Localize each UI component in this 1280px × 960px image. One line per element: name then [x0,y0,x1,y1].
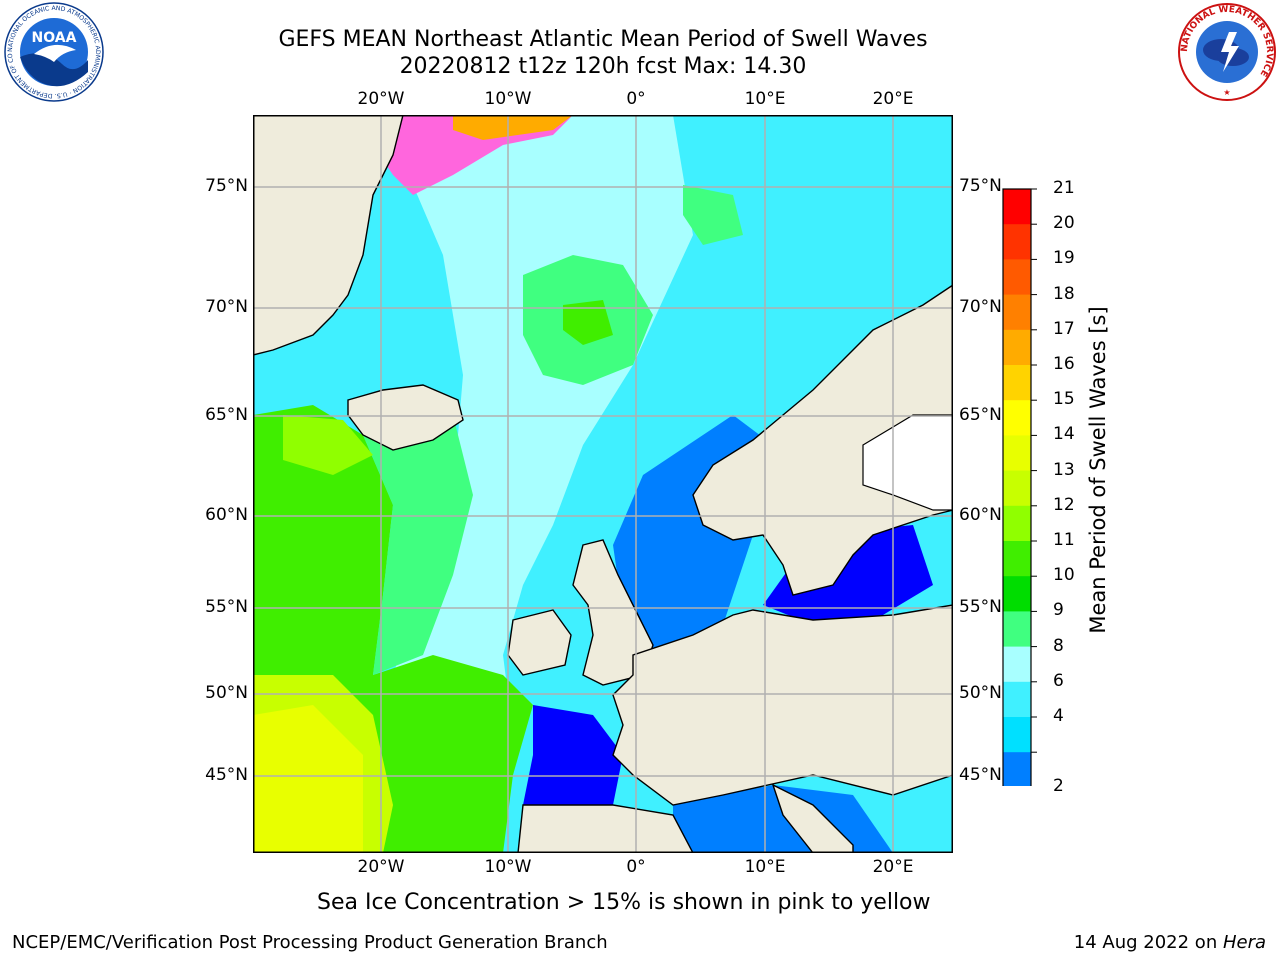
lat-label-right-55n: 55°N [959,597,1002,617]
colorbar [995,186,1055,815]
sea-ice-zone [373,115,573,195]
lon-label-bottom-0: 0° [626,857,646,877]
colorbar-tick-label: 11 [1053,530,1075,550]
lon-label-top-10e: 10°E [744,89,786,109]
colorbar-segment [1003,329,1031,366]
colorbar-segment [1003,435,1031,472]
footer-date: 14 Aug 2022 on Hera [1074,932,1266,953]
colorbar-tick-label: 4 [1053,706,1064,726]
lon-label-bottom-20w: 20°W [357,857,405,877]
sea-ice-zone-high [453,115,573,140]
continental-europe-land [612,604,953,806]
graticule [253,115,953,853]
colorbar-tick-label: 6 [1053,670,1064,691]
iberia-land [517,804,694,853]
lon-label-bottom-10w: 10°W [484,857,532,877]
colorbar-tick-label: 13 [1053,459,1075,480]
chart-subtitle-forecast: 20220812 t12z 120h fcst Max: 14.30 [399,54,807,79]
colorbar-tick-label: 20 [1053,213,1075,234]
iceland-land [347,384,464,451]
colorbar-segment [1003,611,1031,648]
lat-label-right-65n: 65°N [959,405,1002,425]
greenland-land [253,115,404,356]
lat-label-left-55n: 55°N [205,597,248,617]
chart-title: GEFS MEAN Northeast Atlantic Mean Period… [278,27,928,52]
svg-text:★: ★ [1223,88,1230,97]
lat-label-right-60n: 60°N [959,505,1002,525]
colorbar-segment [1003,717,1031,753]
colorbar-segment [1003,294,1031,331]
colorbar-tick-label: 17 [1053,318,1075,339]
lon-label-top-20e: 20°E [872,89,914,109]
footer-host: Hera [1222,932,1266,953]
colorbar-tick-label: 16 [1053,354,1075,374]
colorbar-segment [1003,681,1031,718]
colorbar-segment [1003,541,1031,577]
colorbar-segment [1003,224,1031,260]
lon-label-bottom-10e: 10°E [744,857,786,877]
lat-label-right-50n: 50°N [959,683,1002,703]
finland-white [862,414,953,511]
nws-logo: NATIONAL WEATHER SERVICE ★ [1177,2,1277,102]
swell-zone-14s [253,705,363,853]
lat-label-left-60n: 60°N [205,505,248,525]
colorbar-segment [1003,189,1031,225]
colorbar-tick-label: 9 [1053,600,1064,621]
swell-zone-11s-center [563,300,613,345]
great-britain-land [572,539,654,686]
lon-label-top-0: 0° [626,89,646,109]
lon-label-bottom-20e: 20°E [872,857,914,877]
land-group [253,115,953,853]
colorbar-segment [1003,470,1031,507]
colorbar-segment [1003,752,1031,788]
sea-ice-note-text: Sea Ice Concentration > 15% is shown in … [317,890,931,915]
swell-period-map [253,115,953,853]
colorbar-tick-label: 21 [1053,178,1075,198]
noaa-logo-text: NOAA [32,30,77,46]
scandinavia-land [692,284,953,596]
map-frame [253,115,953,853]
lat-label-left-70n: 70°N [205,297,248,317]
swell-zone-9s-southwest-edge [363,415,473,675]
colorbar-segment [1003,400,1031,436]
lat-label-right-70n: 70°N [959,297,1002,317]
colorbar-tick-label: 19 [1053,248,1075,269]
colorbar-tick-label: 18 [1053,283,1075,304]
swell-zone-10s-iceland-south [283,415,373,475]
colorbar-label: Mean Period of Swell Waves [s] [1086,306,1110,634]
lat-label-right-75n: 75°N [959,176,1002,196]
footer-producer: NCEP/EMC/Verification Post Processing Pr… [12,932,608,953]
lon-label-top-10w: 10°W [484,89,532,109]
colorbar-tick-label: 8 [1053,635,1064,656]
lat-label-right-45n: 45°N [959,765,1002,785]
lon-label-top-20w: 20°W [357,89,405,109]
lat-label-left-50n: 50°N [205,683,248,703]
colorbar-tick-label: 15 [1053,389,1075,410]
colorbar-tick-label: 10 [1053,565,1075,586]
footer-date-text: 14 Aug 2022 on [1073,932,1223,953]
lat-label-left-65n: 65°N [205,405,248,425]
noaa-logo: NATIONAL OCEANIC AND ATMOSPHERIC ADMINIS… [1,0,104,102]
lat-label-left-75n: 75°N [205,176,248,196]
colorbar-segment [1003,646,1031,683]
colorbar-tick-label: 12 [1053,494,1075,515]
colorbar-segment [1003,505,1031,542]
colorbar-segment [1003,576,1031,612]
colorbar-tick-label: 2 [1053,776,1064,797]
swell-zone-9s-jan-mayen [683,185,743,245]
italy-corsica-land [771,783,854,853]
colorbar-segment [1003,259,1031,296]
lat-label-left-45n: 45°N [205,765,248,785]
colorbar-segment [1003,365,1031,401]
colorbar-tick-label: 14 [1053,424,1075,445]
swell-zone-2s-biscay [523,705,623,805]
